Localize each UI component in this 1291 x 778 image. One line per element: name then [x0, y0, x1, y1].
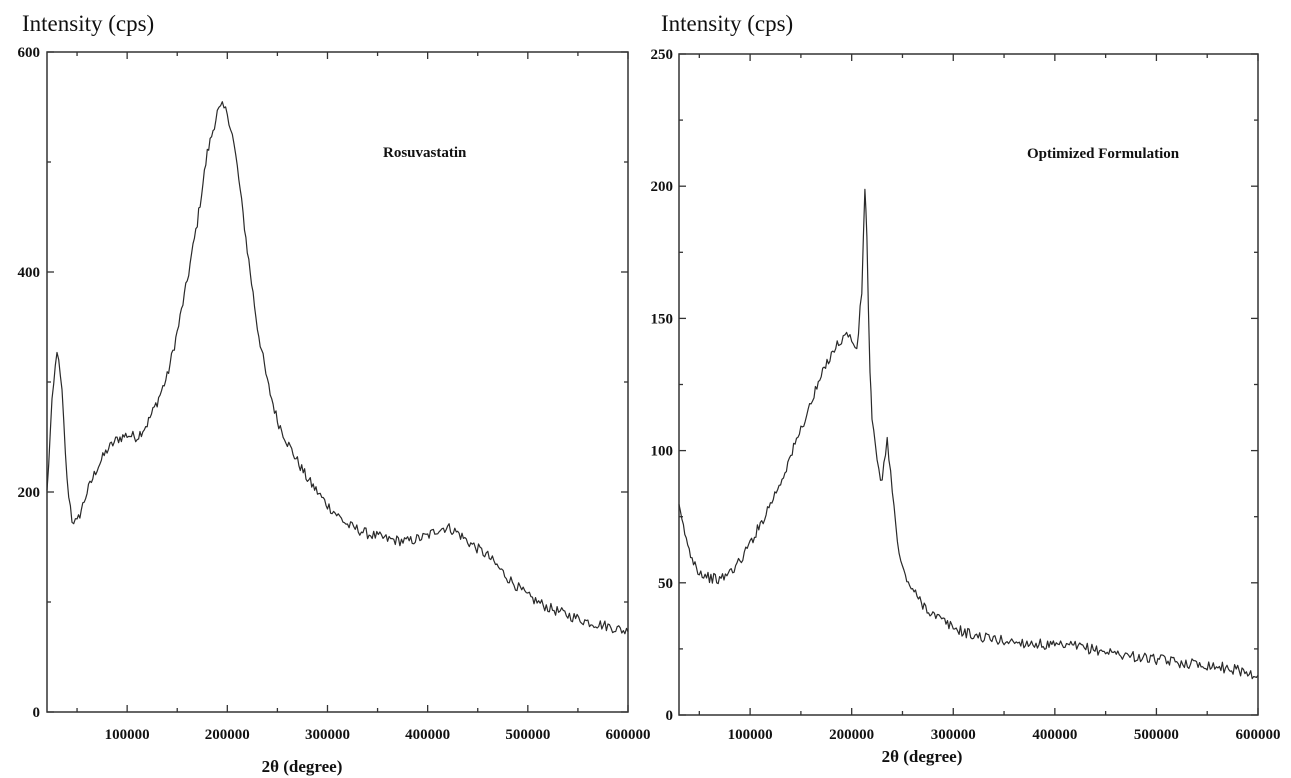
- y-tick-label: 400: [18, 265, 41, 281]
- x-axis-title: 2θ (degree): [262, 757, 343, 776]
- y-tick-label: 150: [651, 311, 674, 327]
- series-line: [678, 188, 1259, 680]
- x-tick-label: 200000: [829, 727, 874, 743]
- sample-annotation: Optimized Formulation: [1027, 146, 1180, 162]
- x-tick-label: 300000: [931, 727, 976, 743]
- x-tick-label: 100000: [105, 727, 150, 743]
- y-tick-label: 600: [18, 45, 41, 61]
- x-tick-label: 500000: [505, 727, 550, 743]
- sample-annotation: Rosuvastatin: [383, 145, 467, 161]
- plot-frame: [46, 51, 629, 713]
- rosuvastatin-chart: Intensity (cps) 100000 200000 300000 400000…: [18, 11, 651, 776]
- tick-labels: 100000 200000 300000 400000 500000 600000 0 50 1…: [651, 47, 1281, 743]
- axis-ticks: [679, 53, 1259, 716]
- x-tick-label: 200000: [205, 727, 250, 743]
- x-tick-label: 500000: [1134, 727, 1179, 743]
- y-axis-title: Intensity (cps): [661, 11, 793, 36]
- y-tick-label: 200: [18, 485, 41, 501]
- x-tick-label: 600000: [1236, 727, 1281, 743]
- axis-ticks: [47, 51, 629, 713]
- x-tick-label: 600000: [606, 727, 651, 743]
- y-tick-label: 200: [651, 179, 674, 195]
- x-tick-label: 100000: [728, 727, 773, 743]
- tick-labels: 100000 200000 300000 400000 500000 600000 0 200…: [18, 45, 651, 743]
- y-tick-label: 0: [666, 708, 674, 724]
- y-axis-title: Intensity (cps): [22, 11, 154, 36]
- y-tick-label: 100: [651, 444, 674, 460]
- optimized-formulation-chart: Intensity (cps) 100000 200000 300000 400000…: [651, 11, 1281, 766]
- x-tick-label: 300000: [305, 727, 350, 743]
- series-line: [46, 101, 629, 635]
- y-tick-label: 250: [651, 47, 674, 63]
- x-tick-label: 400000: [405, 727, 450, 743]
- x-axis-title: 2θ (degree): [882, 747, 963, 766]
- y-tick-label: 0: [33, 705, 41, 721]
- y-tick-label: 50: [658, 576, 673, 592]
- x-tick-label: 400000: [1032, 727, 1077, 743]
